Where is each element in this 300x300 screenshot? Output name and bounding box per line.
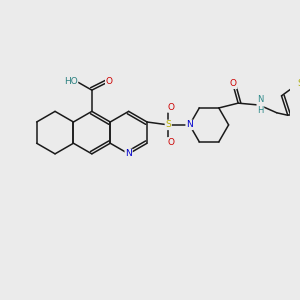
Text: N
H: N H [257,95,263,115]
Text: O: O [168,103,175,112]
Text: O: O [230,79,237,88]
Text: S: S [165,120,171,129]
Text: S: S [297,79,300,88]
Text: N: N [125,149,132,158]
Text: O: O [106,77,113,86]
Text: N: N [186,120,193,129]
Text: O: O [168,138,175,147]
Text: HO: HO [64,77,77,86]
